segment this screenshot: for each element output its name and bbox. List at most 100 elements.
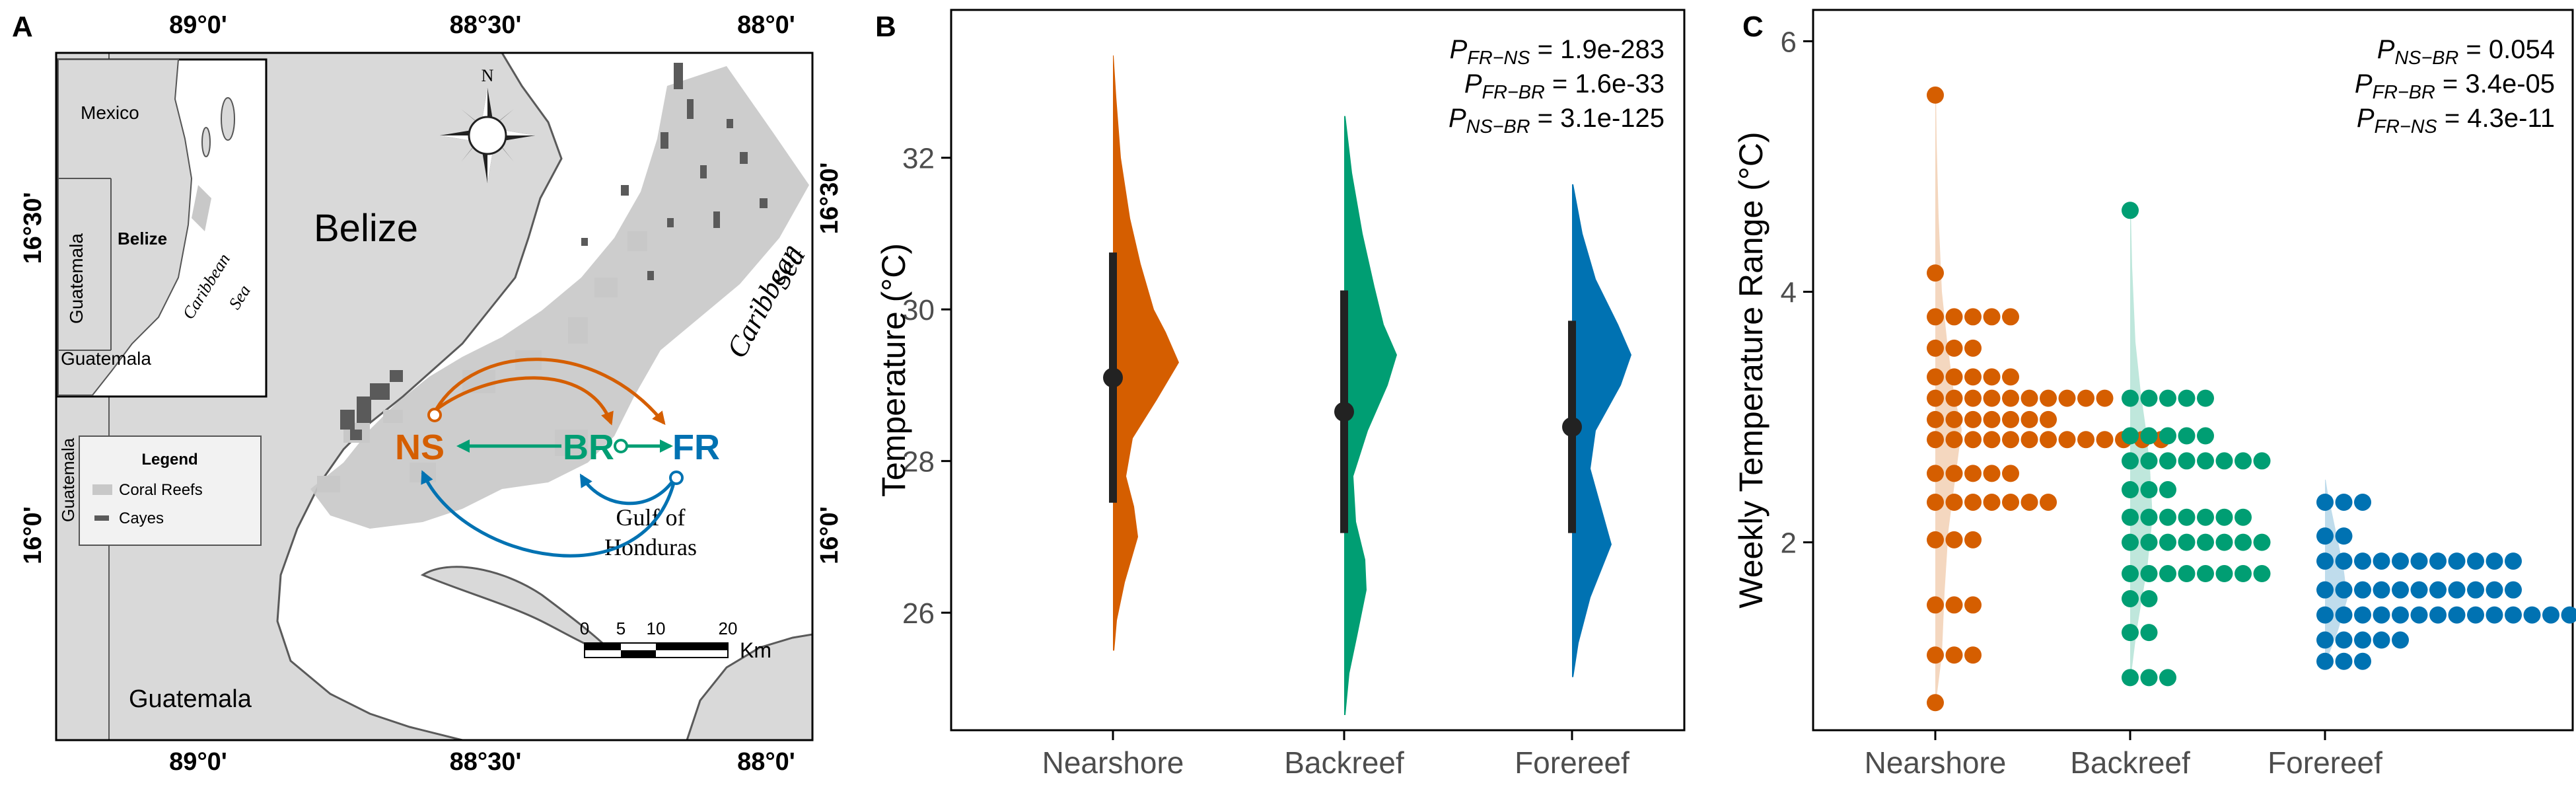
- dot-backreef: [2197, 565, 2214, 583]
- dot-forereef: [2354, 552, 2371, 570]
- violin-panel: B Nearshore Backreef Forereef 26 28 30 32 Temp…: [875, 9, 1686, 780]
- dot-nearshore: [2040, 493, 2057, 511]
- violin-y-tick-label: 28: [902, 446, 935, 478]
- dot-nearshore: [1927, 264, 1944, 282]
- dot-nearshore: [1964, 465, 1982, 482]
- map-top-tick-1: 88°30': [450, 11, 522, 39]
- dot-nearshore: [1983, 308, 2001, 326]
- map-bottom-tick-2: 88°0': [737, 748, 795, 776]
- dot-backreef: [2159, 389, 2176, 407]
- dot-backreef: [2197, 389, 2214, 407]
- dotplot-x-tick-label: Backreef: [2070, 745, 2190, 780]
- dot-forereef: [2354, 581, 2371, 599]
- dot-forereef: [2467, 552, 2484, 570]
- violin-shapes: [1103, 55, 1631, 716]
- dot-nearshore: [1983, 389, 2001, 407]
- map-top-tick-0: 89°0': [169, 11, 227, 39]
- dot-nearshore: [2002, 410, 2019, 428]
- legend-coral-label: Coral Reefs: [119, 481, 203, 499]
- dot-forereef: [2354, 493, 2371, 511]
- dot-nearshore: [1945, 339, 1963, 357]
- dot-backreef: [2140, 508, 2158, 526]
- dot-backreef: [2122, 565, 2139, 583]
- dot-backreef: [2253, 565, 2271, 583]
- p-value-annotation: PFR−NS = 4.3e-11: [2357, 104, 2555, 137]
- dot-forereef: [2429, 581, 2447, 599]
- dot-forereef: [2486, 581, 2503, 599]
- map-left-tick-1: 16°0': [19, 506, 47, 564]
- dot-backreef: [2178, 452, 2196, 470]
- dot-nearshore: [2040, 431, 2057, 449]
- dot-nearshore: [1945, 368, 1963, 386]
- dot-forereef: [2373, 581, 2390, 599]
- dot-nearshore: [1983, 368, 2001, 386]
- legend-title: Legend: [141, 451, 197, 469]
- dot-nearshore: [2077, 389, 2094, 407]
- dot-nearshore: [1927, 86, 1944, 104]
- dot-forereef: [2373, 606, 2390, 624]
- dot-nearshore: [1927, 465, 1944, 482]
- violin-x-tick-label: Backreef: [1284, 745, 1404, 780]
- dot-nearshore: [2040, 389, 2057, 407]
- dot-backreef: [2159, 452, 2176, 470]
- dot-nearshore: [1983, 493, 2001, 511]
- dot-forereef: [2467, 606, 2484, 624]
- inset-map: Mexico Guatemala Belize Guatemala Caribb…: [57, 58, 268, 398]
- scale-unit: Km: [740, 638, 771, 662]
- dot-backreef: [2235, 533, 2252, 551]
- dot-nearshore: [1964, 646, 1982, 664]
- legend-cayes-swatch: [94, 515, 109, 521]
- dot-backreef: [2253, 533, 2271, 551]
- dot-nearshore: [2002, 431, 2019, 449]
- violin-mean-forereef: [1562, 417, 1582, 437]
- inset-guatemala-bottom: Guatemala: [61, 348, 151, 369]
- dot-nearshore: [2002, 308, 2019, 326]
- dot-forereef: [2410, 581, 2428, 599]
- dot-nearshore: [1927, 308, 1944, 326]
- dot-backreef: [2178, 508, 2196, 526]
- dot-forereef: [2392, 606, 2409, 624]
- dot-backreef: [2159, 481, 2176, 499]
- dot-backreef: [2197, 533, 2214, 551]
- dot-forereef: [2335, 581, 2353, 599]
- violin-y-tick-label: 32: [902, 143, 935, 175]
- dot-forereef: [2429, 606, 2447, 624]
- violin-mean-backreef: [1334, 402, 1354, 422]
- dot-nearshore: [1945, 646, 1963, 664]
- map-bottom-tick-0: 89°0': [169, 748, 227, 776]
- dot-backreef: [2235, 565, 2252, 583]
- violin-x-tick-label: Forereef: [1515, 745, 1629, 780]
- dot-forereef: [2335, 606, 2353, 624]
- label-belize: Belize: [314, 207, 418, 250]
- dot-backreef: [2122, 452, 2139, 470]
- inset-guatemala-top: Guatemala: [66, 233, 87, 324]
- inset-belize: Belize: [118, 229, 167, 248]
- dot-forereef: [2316, 527, 2334, 545]
- dot-forereef: [2410, 552, 2428, 570]
- dot-forereef: [2486, 606, 2503, 624]
- dotplot-y-axis-title: Weekly Temperature Range (°C): [1733, 132, 1770, 608]
- dot-nearshore: [1945, 431, 1963, 449]
- dot-forereef: [2316, 606, 2334, 624]
- dot-nearshore: [2002, 389, 2019, 407]
- dot-backreef: [2140, 669, 2158, 687]
- violin-forereef: [1572, 184, 1631, 677]
- land-honduras: [686, 633, 812, 740]
- dot-nearshore: [1983, 410, 2001, 428]
- map-right-tick-1: 16°0': [816, 506, 843, 564]
- violin-mean-nearshore: [1103, 367, 1123, 388]
- dot-backreef: [2122, 508, 2139, 526]
- dot-nearshore: [1964, 531, 1982, 548]
- dot-backreef: [2178, 533, 2196, 551]
- dot-nearshore: [1927, 596, 1944, 614]
- dotplot-axis-ticks: Nearshore Backreef Forereef 2 4 6: [1781, 26, 2383, 780]
- site-ns-marker: [427, 408, 442, 422]
- dot-backreef: [2235, 452, 2252, 470]
- p-value-annotation: PNS−BR = 3.1e-125: [1449, 104, 1664, 137]
- dot-nearshore: [1927, 431, 1944, 449]
- dot-forereef: [2486, 552, 2503, 570]
- dot-nearshore: [2021, 389, 2038, 407]
